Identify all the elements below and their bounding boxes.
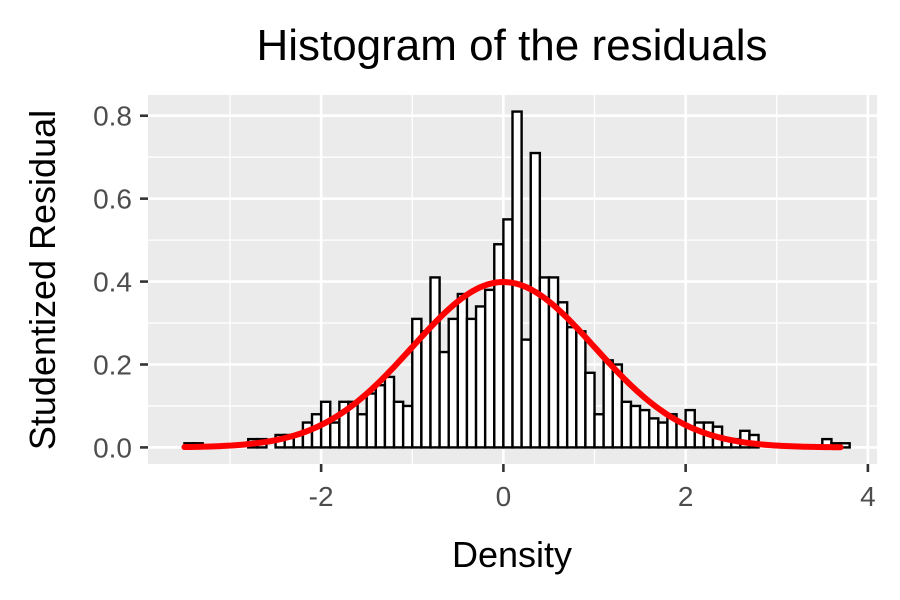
chart-title: Histogram of the residuals — [256, 21, 767, 70]
y-axis: 0.0 0.2 0.4 0.6 0.8 — [93, 101, 148, 463]
histogram-bar — [575, 330, 587, 449]
histogram-bar — [502, 218, 514, 449]
histogram-bar — [474, 305, 487, 449]
histogram-bar — [438, 350, 450, 449]
histogram-bar — [429, 276, 441, 449]
histogram-bar — [520, 338, 532, 449]
histogram-bar — [647, 417, 660, 449]
histogram-bar — [556, 301, 569, 449]
histogram-bar — [329, 421, 341, 449]
histogram-bar — [374, 384, 387, 449]
histogram-bar — [529, 151, 542, 449]
histogram-bar — [657, 421, 669, 449]
x-tick-label: 0 — [496, 481, 512, 512]
x-tick-label: -2 — [309, 481, 334, 512]
histogram-bar — [493, 243, 505, 449]
x-axis-title: Density — [452, 534, 572, 575]
histogram-bar — [392, 400, 405, 449]
histogram-bar — [620, 400, 633, 449]
histogram-bar — [584, 371, 596, 449]
y-tick-label: 0.2 — [93, 349, 132, 380]
y-tick-label: 0.6 — [93, 184, 132, 215]
histogram-bar — [465, 317, 478, 449]
y-tick-label: 0.8 — [93, 101, 132, 132]
histogram-bar — [456, 292, 469, 449]
x-axis: -2 0 2 4 — [309, 464, 876, 512]
histogram-bar — [638, 408, 651, 449]
y-tick-label: 0.0 — [93, 432, 132, 463]
normal-density-curve — [181, 279, 844, 451]
histogram-bar — [511, 110, 523, 449]
histogram-bar — [602, 359, 614, 449]
histogram-bar — [629, 404, 642, 449]
histogram-bar — [356, 413, 368, 449]
y-tick-label: 0.4 — [93, 267, 132, 298]
histogram-bar — [365, 392, 378, 449]
x-tick-label: 4 — [860, 481, 876, 512]
histogram-bar — [593, 413, 605, 449]
histogram-bar — [383, 375, 396, 449]
histogram-bars — [183, 110, 851, 449]
histogram-bar — [420, 330, 432, 449]
y-axis-title: Studentized Residual — [22, 110, 63, 450]
x-tick-label: 2 — [678, 481, 694, 512]
histogram-bar — [483, 288, 496, 449]
histogram-bar — [401, 404, 414, 449]
histogram-bar — [447, 317, 460, 449]
histogram-bar — [565, 325, 578, 449]
